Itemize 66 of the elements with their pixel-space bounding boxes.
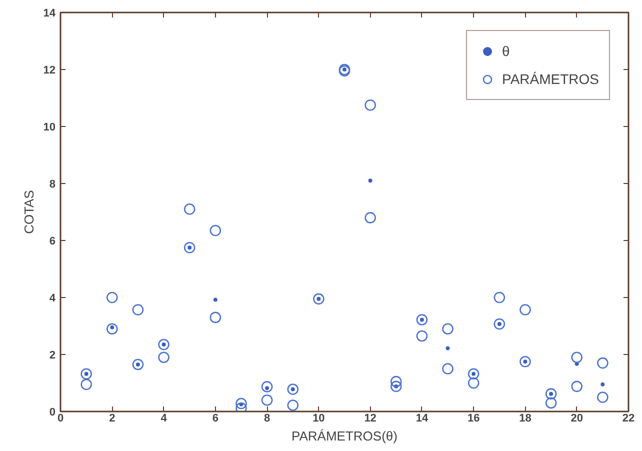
point bbox=[571, 352, 583, 363]
y-tick-label: 14 bbox=[43, 8, 56, 20]
point bbox=[213, 298, 218, 302]
point bbox=[106, 323, 118, 334]
point bbox=[106, 292, 118, 304]
point bbox=[236, 402, 247, 412]
point bbox=[597, 392, 608, 403]
point bbox=[468, 368, 480, 380]
point bbox=[520, 304, 531, 316]
y-tick-label: 12 bbox=[43, 64, 56, 76]
point bbox=[442, 363, 454, 374]
point bbox=[80, 378, 92, 390]
point bbox=[210, 312, 222, 324]
y-tick-label: 6 bbox=[49, 236, 56, 248]
point bbox=[520, 356, 531, 368]
point bbox=[442, 323, 454, 334]
point bbox=[261, 394, 273, 406]
point bbox=[571, 380, 583, 392]
point bbox=[494, 292, 506, 304]
x-tick-label: 22 bbox=[622, 412, 635, 424]
point bbox=[210, 224, 222, 236]
point bbox=[416, 314, 428, 326]
x-tick-label: 2 bbox=[109, 412, 116, 424]
point bbox=[597, 357, 608, 369]
point bbox=[158, 352, 170, 363]
y-tick-label: 8 bbox=[49, 178, 56, 190]
x-tick-label: 4 bbox=[160, 412, 168, 424]
point bbox=[364, 99, 376, 111]
y-tick-label: 4 bbox=[49, 292, 56, 304]
point bbox=[261, 381, 273, 392]
x-tick-label: 10 bbox=[312, 412, 325, 424]
point bbox=[390, 380, 402, 392]
x-tick-label: 16 bbox=[467, 412, 480, 424]
y-tick-label: 10 bbox=[43, 122, 56, 134]
x-tick-label: 12 bbox=[364, 412, 376, 424]
point bbox=[364, 212, 376, 224]
point bbox=[446, 346, 450, 350]
point bbox=[494, 318, 506, 330]
point bbox=[416, 330, 428, 342]
x-tick-label: 0 bbox=[57, 412, 64, 424]
point bbox=[287, 400, 299, 411]
point bbox=[545, 397, 557, 409]
point bbox=[236, 398, 247, 410]
point bbox=[80, 368, 92, 380]
legend-label: PARÁMETROS bbox=[502, 71, 599, 87]
x-tick-label: 6 bbox=[212, 412, 218, 424]
x-tick-label: 14 bbox=[416, 412, 429, 424]
x-tick-label: 20 bbox=[570, 412, 583, 424]
x-axis-title: PARÁMETROS(θ) bbox=[292, 428, 398, 444]
point bbox=[313, 293, 324, 305]
point bbox=[184, 204, 196, 215]
x-tick-label: 8 bbox=[264, 412, 270, 424]
y-tick-label: 2 bbox=[49, 350, 56, 362]
point bbox=[158, 338, 170, 350]
point bbox=[600, 382, 605, 386]
point bbox=[132, 304, 144, 316]
point bbox=[132, 358, 144, 370]
point bbox=[468, 377, 480, 389]
legend-label: θ bbox=[502, 43, 511, 59]
point bbox=[368, 178, 372, 183]
point bbox=[545, 388, 557, 400]
y-axis-title: COTAS bbox=[21, 190, 36, 234]
point bbox=[184, 242, 196, 254]
x-tick-label: 18 bbox=[519, 412, 532, 424]
point bbox=[390, 376, 402, 388]
point bbox=[287, 384, 299, 395]
